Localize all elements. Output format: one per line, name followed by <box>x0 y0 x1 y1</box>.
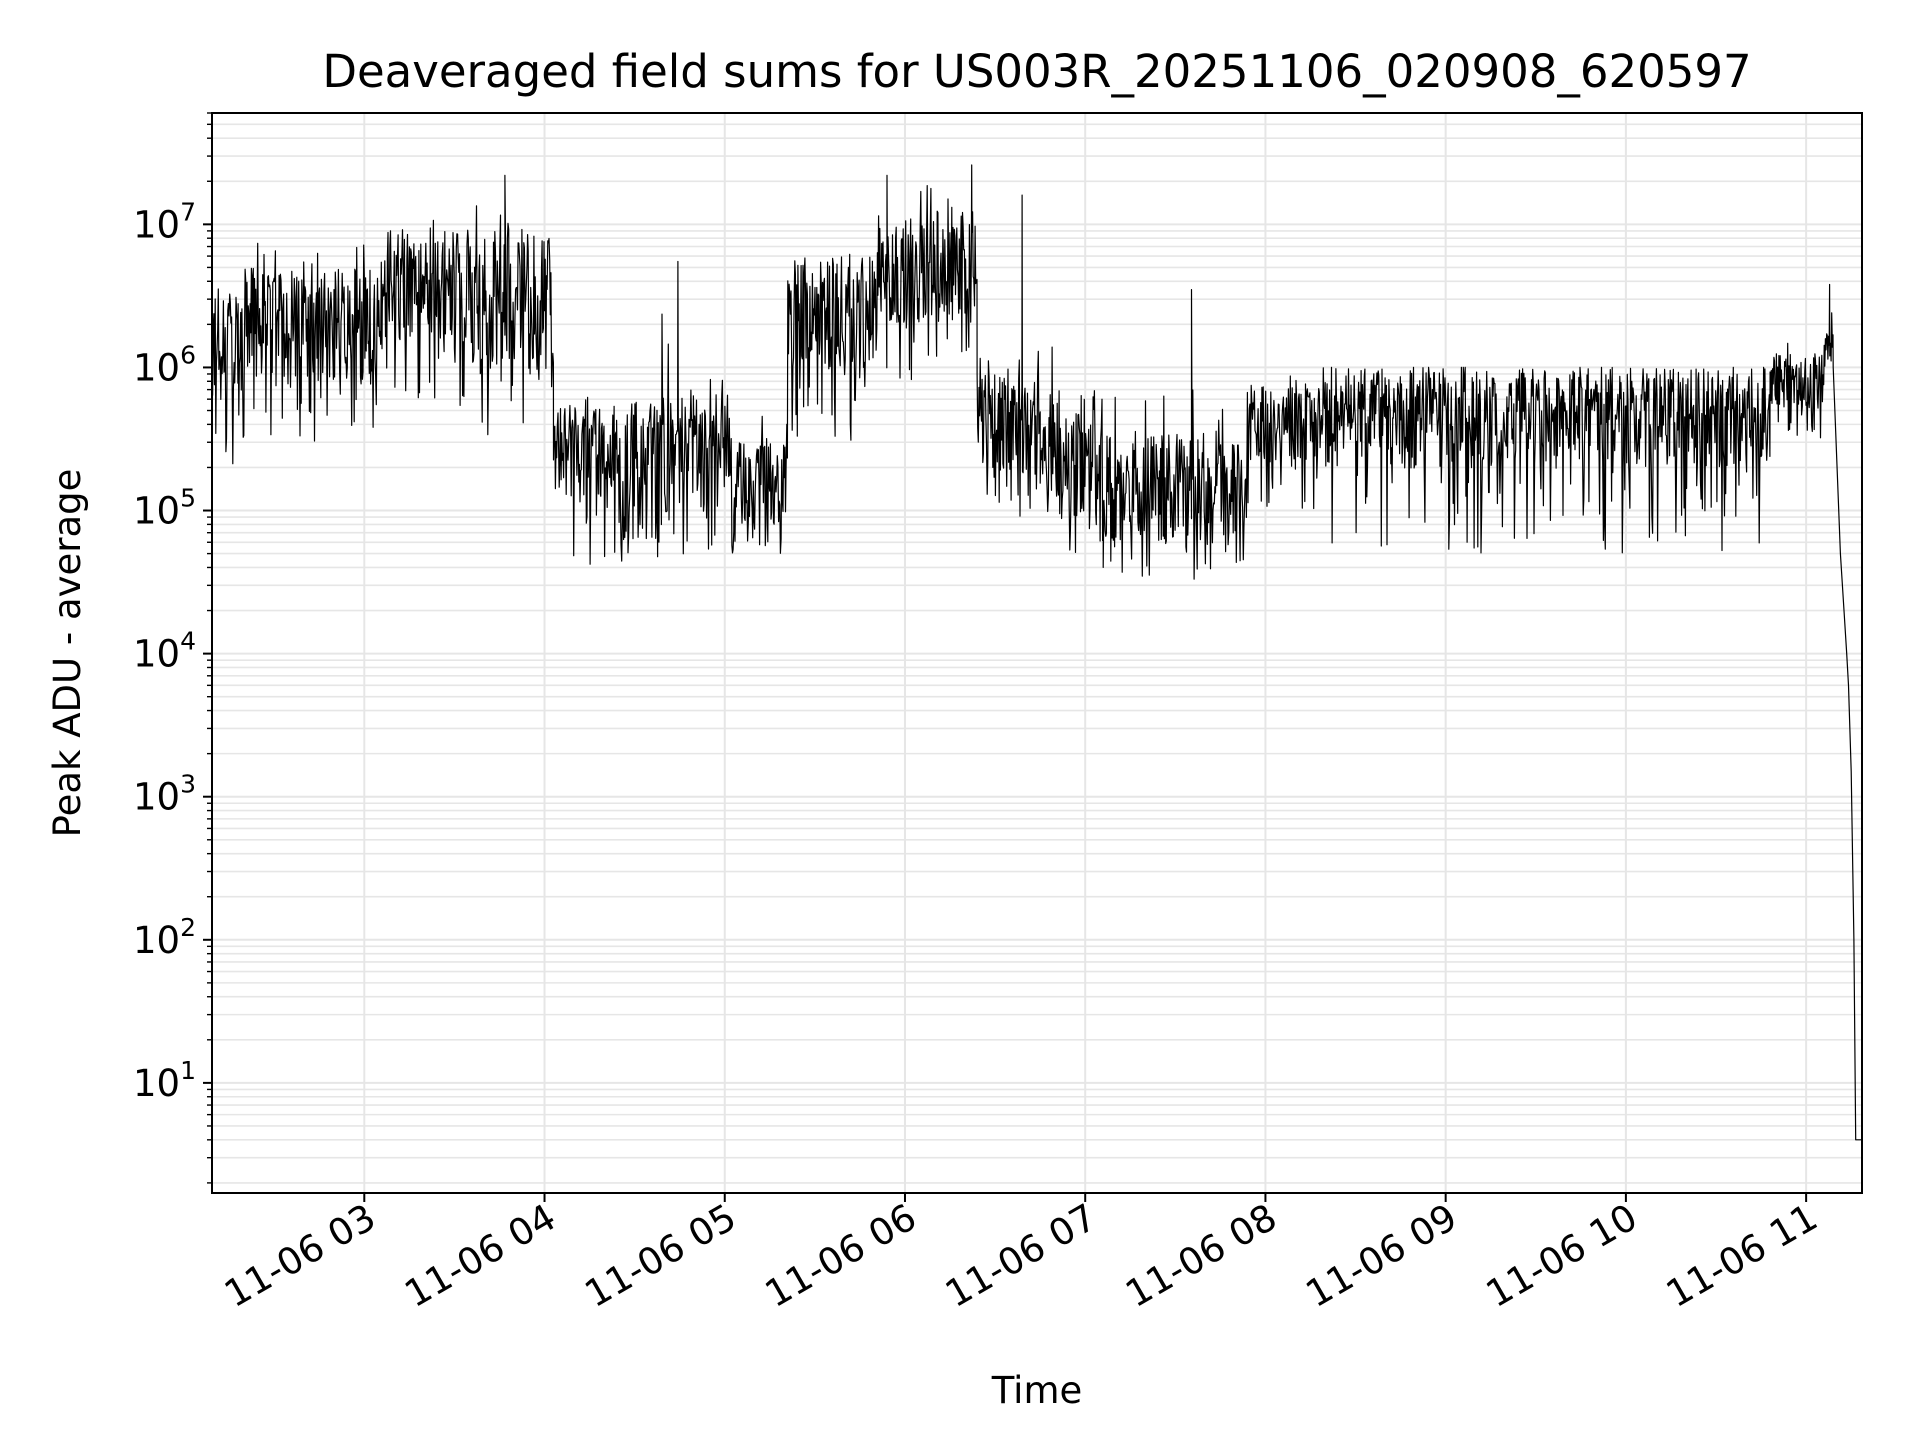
y-tick-label-exponent: 1 <box>180 1056 196 1085</box>
y-tick-label: 106 <box>133 340 196 389</box>
x-axis-label: Time <box>991 1369 1083 1412</box>
y-tick-label: 101 <box>133 1056 196 1105</box>
y-tick-label-base: 10 <box>133 776 180 819</box>
y-tick-label-exponent: 2 <box>180 913 196 942</box>
y-tick-label-exponent: 7 <box>180 197 196 226</box>
chart-title: Deaveraged field sums for US003R_2025110… <box>322 45 1751 98</box>
y-tick-label: 105 <box>133 484 196 533</box>
y-tick-label-exponent: 3 <box>180 770 196 799</box>
y-tick-label-base: 10 <box>133 919 180 962</box>
y-tick-label-base: 10 <box>133 633 180 676</box>
y-tick-label-exponent: 5 <box>180 484 196 513</box>
y-tick-label-exponent: 6 <box>180 340 196 369</box>
y-tick-label-base: 10 <box>133 490 180 533</box>
series-line-field-sums <box>211 164 1862 1141</box>
y-tick-label-base: 10 <box>133 346 180 389</box>
y-tick-label: 107 <box>133 197 196 246</box>
y-tick-label-base: 10 <box>133 203 180 246</box>
y-tick-label: 103 <box>133 770 196 819</box>
y-tick-label: 102 <box>133 913 196 962</box>
y-tick-label-exponent: 4 <box>180 627 196 656</box>
y-tick-label: 104 <box>133 627 196 676</box>
series-layer <box>211 164 1862 1141</box>
grid-layer <box>212 112 1862 1193</box>
y-tick-label-base: 10 <box>133 1062 180 1105</box>
y-axis-label: Peak ADU - average <box>46 469 89 838</box>
